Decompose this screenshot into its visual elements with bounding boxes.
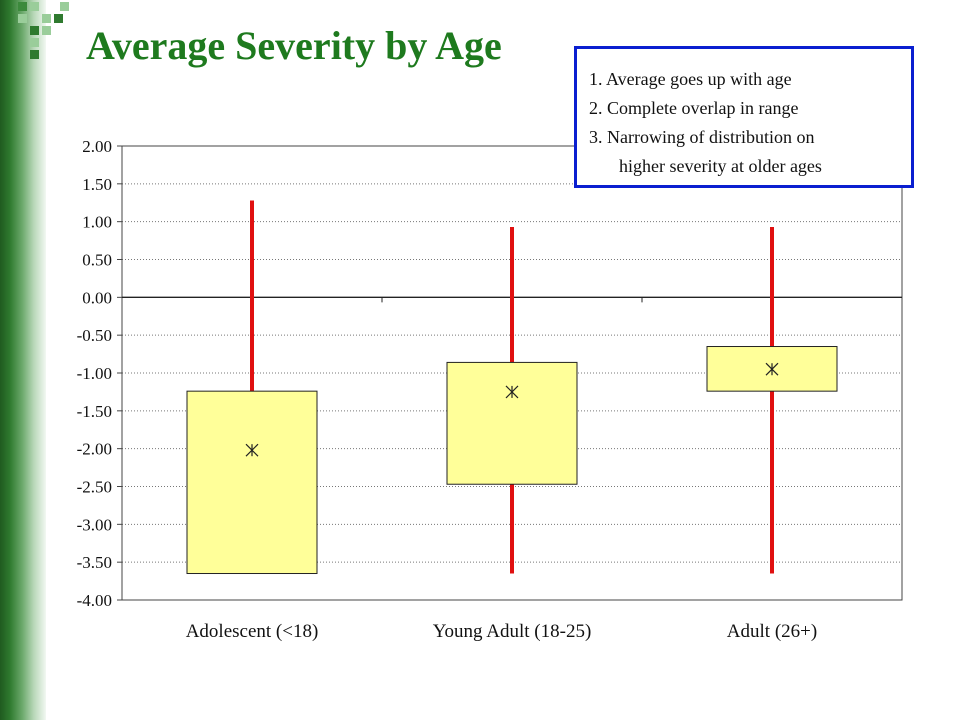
mean-marker	[765, 362, 779, 376]
y-tick-label: -2.50	[77, 478, 112, 497]
x-category-label: Adult (26+)	[727, 621, 817, 642]
page-title: Average Severity by Age	[86, 23, 502, 68]
y-tick-label: 1.00	[82, 213, 112, 232]
notes-callout-box: 1. Average goes up with age 2. Complete …	[574, 46, 914, 188]
side-gradient-bar	[0, 0, 46, 720]
y-tick-label: -2.00	[77, 440, 112, 459]
note-line-4: higher severity at older ages	[619, 156, 822, 176]
mean-marker	[505, 385, 519, 399]
x-category-label: Adolescent (<18)	[186, 621, 319, 642]
y-tick-label: -0.50	[77, 326, 112, 345]
box-rect	[446, 361, 578, 485]
mean-marker	[245, 443, 259, 457]
checker-logo	[18, 2, 69, 59]
y-tick-label: -4.00	[77, 591, 112, 610]
box-rect	[186, 390, 318, 575]
y-tick-label: 0.50	[82, 251, 112, 270]
x-category-label: Young Adult (18-25)	[433, 621, 592, 642]
note-line-3: 3. Narrowing of distribution on	[589, 127, 815, 147]
note-line-2: 2. Complete overlap in range	[589, 98, 799, 118]
y-tick-label: 1.50	[82, 175, 112, 194]
y-tick-label: -3.50	[77, 553, 112, 572]
y-tick-label: 0.00	[82, 288, 112, 307]
y-tick-label: 2.00	[82, 137, 112, 156]
note-line-1: 1. Average goes up with age	[589, 69, 792, 89]
y-tick-label: -3.00	[77, 515, 112, 534]
y-tick-label: -1.00	[77, 364, 112, 383]
y-tick-label: -1.50	[77, 402, 112, 421]
